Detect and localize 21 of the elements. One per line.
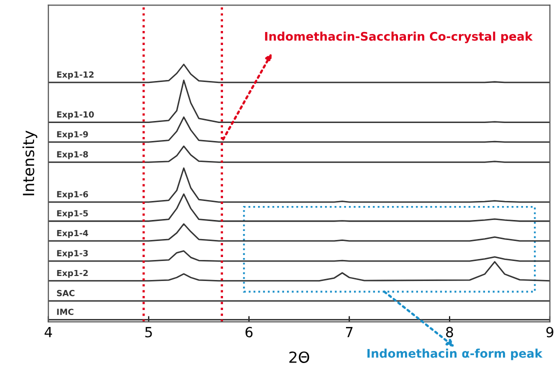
y-axis-title: Intensity [22, 130, 38, 196]
series-label: Exp1-6 [57, 191, 88, 199]
x-axis-title: 2Θ [289, 351, 310, 364]
series-label: Exp1-10 [57, 111, 94, 120]
series-label: Exp1-2 [57, 270, 88, 278]
series-label: Exp1-12 [57, 71, 94, 80]
x-tick-label: 8 [446, 326, 454, 338]
series-label: Exp1-3 [57, 250, 88, 258]
series-label: Exp1-4 [57, 230, 88, 238]
series-label: Exp1-9 [57, 131, 88, 140]
series-label: SAC [56, 290, 74, 296]
x-tick-label: 4 [44, 327, 52, 338]
series-label: IMC [57, 308, 74, 316]
x-tick-label: 9 [546, 326, 554, 338]
text: Indomethacin α-form peak [367, 348, 543, 360]
x-tick-label: 5 [145, 327, 152, 338]
series-label: Exp1-5 [57, 210, 88, 218]
annotation: Indomethacin-Saccharin Co-crystal peak [265, 32, 533, 44]
x-tick-label: 6 [246, 326, 253, 338]
x-tick-label: 7 [346, 327, 353, 338]
series-label: Exp1-8 [57, 151, 88, 160]
